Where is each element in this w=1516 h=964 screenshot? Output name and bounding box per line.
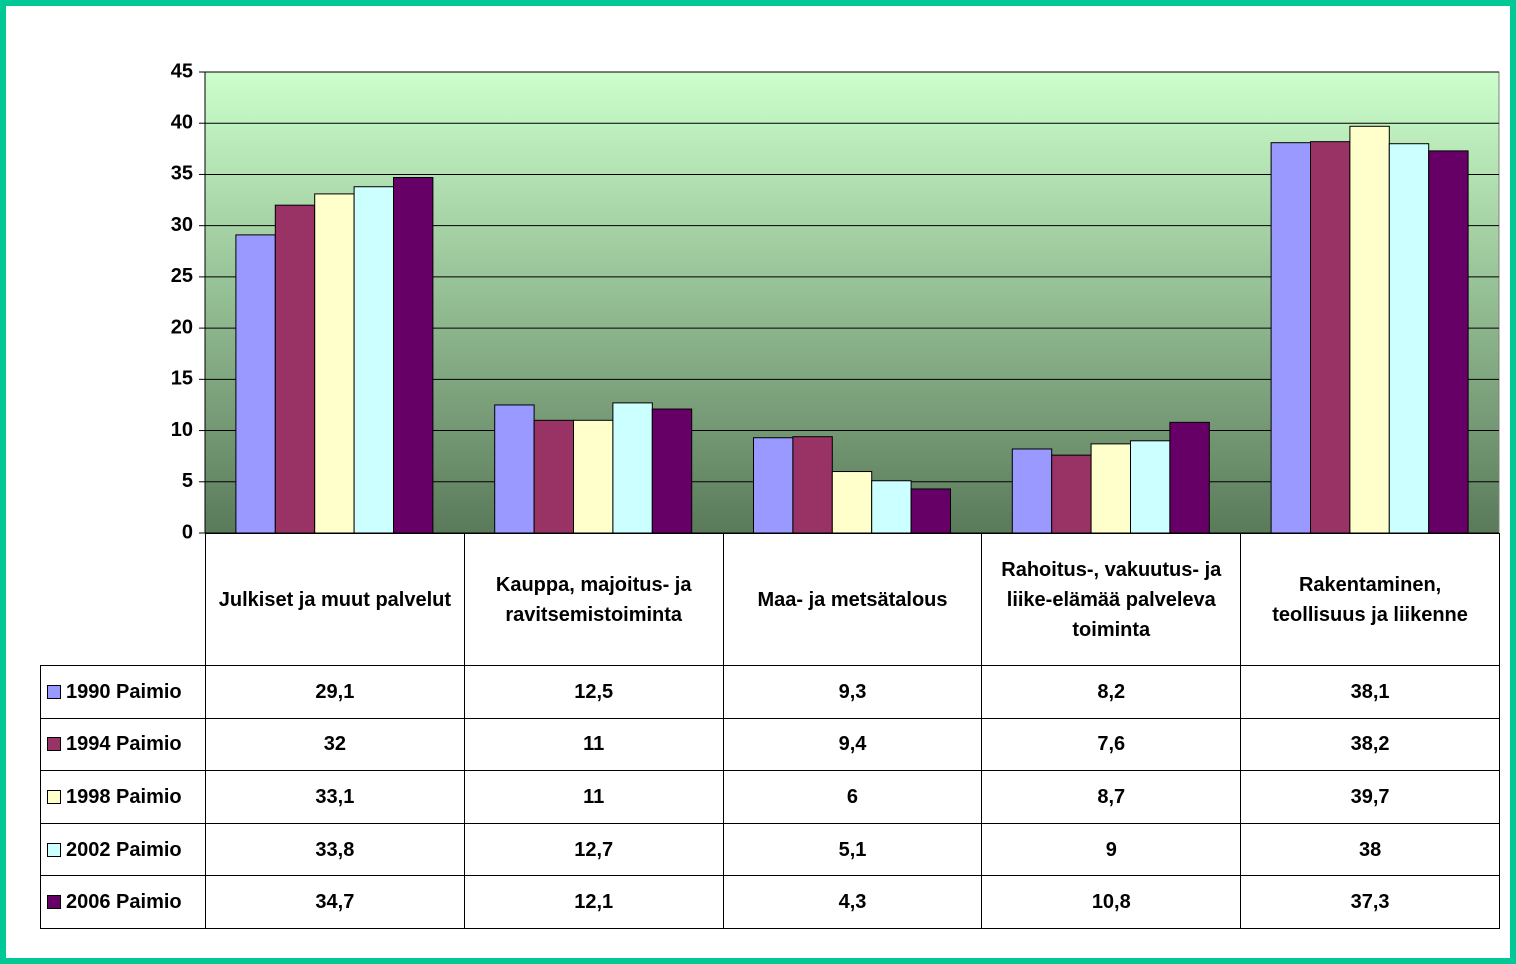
bar: [1270, 142, 1311, 534]
legend-label: 1994 Paimio: [66, 733, 182, 756]
table-value: 38: [1240, 822, 1500, 877]
table-value: 9,4: [722, 717, 983, 772]
bar: [651, 408, 693, 534]
y-tick-label: 20: [171, 316, 193, 338]
category-label: Kauppa, majoitus- ja ravitsemistoiminta: [463, 533, 724, 666]
bar: [1388, 143, 1430, 534]
bar: [753, 437, 794, 534]
legend-entry: 1998 Paimio: [40, 770, 206, 824]
table-value: 5,1: [722, 822, 983, 877]
bar: [1428, 150, 1469, 534]
y-tick-label: 5: [182, 470, 193, 492]
bar: [871, 480, 912, 534]
legend-label: 2006 Paimio: [66, 891, 182, 914]
table-value: 29,1: [205, 665, 465, 719]
table-value: 8,7: [981, 770, 1242, 824]
category-label: Julkiset ja muut palvelut: [205, 533, 465, 666]
table-value: 39,7: [1240, 770, 1500, 824]
legend-swatch: [47, 684, 61, 699]
bar: [1169, 421, 1210, 534]
table-value: 38,1: [1240, 665, 1500, 719]
legend-entry: 2002 Paimio: [40, 822, 206, 877]
table-value: 12,5: [463, 665, 724, 719]
category-label: Rakentaminen, teollisuus ja liikenne: [1240, 533, 1500, 666]
y-tick-label: 15: [171, 368, 193, 390]
table-value: 33,8: [205, 822, 465, 877]
bar: [612, 402, 653, 534]
bar: [314, 193, 355, 534]
legend-label: 1998 Paimio: [66, 785, 182, 808]
legend-label: 1990 Paimio: [66, 680, 182, 703]
bar: [1310, 141, 1351, 534]
bar: [1130, 440, 1171, 534]
bar: [533, 419, 574, 534]
table-value: 33,1: [205, 770, 465, 824]
legend-swatch: [47, 895, 61, 910]
table-value: 9,3: [722, 665, 983, 719]
bar: [573, 419, 614, 534]
chart: 0 5 10 15 20 25 30 35 40 45: [171, 60, 1500, 543]
y-tick-label: 35: [171, 163, 193, 185]
table-value: 8,2: [981, 665, 1242, 719]
legend-label: 2002 Paimio: [66, 838, 182, 861]
bar: [1011, 448, 1053, 534]
y-tick-label: 30: [171, 214, 193, 236]
bar: [792, 436, 833, 534]
bar: [1090, 443, 1131, 534]
table-value: 11: [463, 717, 724, 772]
table-value: 11: [463, 770, 724, 824]
bar: [1349, 125, 1390, 534]
bar: [831, 471, 873, 534]
legend-entry: 2006 Paimio: [40, 875, 206, 929]
table-value: 9: [981, 822, 1242, 877]
legend-entry: 1994 Paimio: [40, 717, 206, 772]
bar: [274, 204, 316, 534]
bar: [910, 488, 951, 534]
legend-swatch: [47, 789, 61, 804]
bar: [1051, 454, 1092, 534]
table-value: 32: [205, 717, 465, 772]
y-tick-label: 45: [171, 60, 193, 82]
table-value: 7,6: [981, 717, 1242, 772]
table-value: 12,7: [463, 822, 724, 877]
y-tick-label: 25: [171, 265, 193, 287]
table-value: 37,3: [1240, 875, 1500, 929]
bar: [494, 404, 535, 534]
table-value: 12,1: [463, 875, 724, 929]
category-label: Maa- ja metsätalous: [722, 533, 983, 666]
table-value: 10,8: [981, 875, 1242, 929]
legend-swatch: [47, 842, 61, 857]
y-tick-label: 0: [182, 521, 193, 543]
table-value: 6: [722, 770, 983, 824]
bar: [353, 186, 395, 534]
y-tick-label: 10: [171, 419, 193, 441]
bar: [235, 234, 276, 534]
bar: [393, 177, 434, 534]
category-label: Rahoitus-, vakuutus- ja liike-elämää pal…: [981, 533, 1242, 666]
table-value: 38,2: [1240, 717, 1500, 772]
legend-swatch: [47, 737, 61, 752]
table-value: 34,7: [205, 875, 465, 929]
legend-entry: 1990 Paimio: [40, 665, 206, 719]
table-value: 4,3: [722, 875, 983, 929]
y-tick-label: 40: [171, 112, 193, 134]
